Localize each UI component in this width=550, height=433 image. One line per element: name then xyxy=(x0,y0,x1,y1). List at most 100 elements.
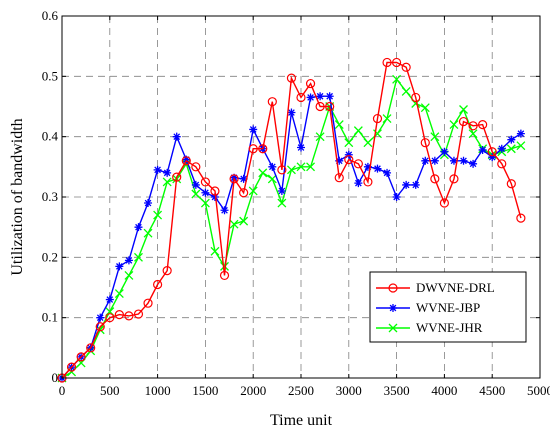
legend-label: WVNE-JHR xyxy=(416,320,483,335)
data-point xyxy=(220,206,229,215)
data-point xyxy=(96,313,105,322)
data-point xyxy=(286,73,297,83)
data-point xyxy=(449,156,458,165)
data-point xyxy=(344,150,353,159)
data-point xyxy=(201,188,210,197)
y-tick-label: 0.3 xyxy=(42,189,58,204)
data-point xyxy=(296,92,306,103)
data-point xyxy=(458,116,469,127)
data-point xyxy=(315,132,325,142)
data-point xyxy=(335,156,344,165)
data-point xyxy=(172,132,181,141)
data-point xyxy=(191,162,201,172)
data-point xyxy=(468,121,478,131)
data-point xyxy=(114,289,124,298)
data-point xyxy=(372,113,383,124)
data-point xyxy=(229,219,239,229)
data-point xyxy=(191,189,201,199)
y-tick-label: 0 xyxy=(52,370,59,385)
data-point xyxy=(210,186,220,196)
data-point xyxy=(353,159,363,169)
legend-marker xyxy=(388,323,398,333)
data-point xyxy=(239,216,249,226)
data-point xyxy=(363,177,373,187)
data-point xyxy=(487,147,497,157)
x-tick-label: 3000 xyxy=(336,383,362,398)
data-point xyxy=(516,141,526,151)
data-point xyxy=(468,129,478,139)
data-point xyxy=(478,145,487,154)
data-point xyxy=(459,105,468,114)
data-point xyxy=(354,179,363,188)
y-tick-label: 0.6 xyxy=(42,8,59,23)
data-point xyxy=(210,246,220,256)
x-tick-label: 4500 xyxy=(479,383,505,398)
series-line xyxy=(61,61,522,379)
data-point xyxy=(267,97,277,107)
data-point xyxy=(143,228,153,238)
data-point xyxy=(420,103,430,113)
data-point xyxy=(430,174,440,184)
data-point xyxy=(153,279,163,290)
x-axis-title: Time unit xyxy=(270,412,333,429)
data-point xyxy=(86,343,96,353)
data-point xyxy=(344,138,354,148)
data-point xyxy=(277,165,287,175)
data-point xyxy=(286,165,296,175)
data-point xyxy=(153,165,162,174)
data-point xyxy=(124,256,133,265)
x-tick-label: 5000 xyxy=(527,383,550,398)
x-tick-label: 2500 xyxy=(288,383,314,398)
data-point xyxy=(344,154,354,165)
data-point xyxy=(506,179,516,189)
data-point xyxy=(411,92,421,103)
data-point xyxy=(363,162,372,171)
data-point xyxy=(200,177,210,187)
data-point xyxy=(219,270,230,281)
y-tick-label: 0.4 xyxy=(42,129,59,144)
data-point xyxy=(353,126,363,136)
data-point xyxy=(392,57,402,68)
data-point xyxy=(439,198,449,208)
data-point xyxy=(114,310,124,320)
x-tick-label: 2000 xyxy=(240,383,266,398)
x-tick-label: 1000 xyxy=(145,383,171,398)
data-point xyxy=(315,101,325,112)
data-point xyxy=(210,193,219,201)
data-point xyxy=(115,262,124,271)
x-tick-label: 1500 xyxy=(192,383,218,398)
data-point xyxy=(277,198,287,208)
data-point xyxy=(497,159,507,169)
y-tick-label: 0.1 xyxy=(42,310,58,325)
data-point xyxy=(306,162,316,172)
data-point xyxy=(76,352,86,362)
data-point xyxy=(248,186,258,196)
legend-entry: WVNE-JHR xyxy=(376,320,483,335)
data-point xyxy=(239,174,248,183)
data-point xyxy=(181,156,191,166)
data-point xyxy=(66,362,77,372)
data-point xyxy=(258,168,268,178)
data-point xyxy=(516,129,525,138)
data-point xyxy=(144,199,153,208)
data-point xyxy=(248,144,258,154)
data-point xyxy=(239,188,249,198)
data-point xyxy=(420,138,430,148)
data-point xyxy=(268,162,277,171)
data-point xyxy=(497,144,506,153)
data-point xyxy=(430,132,440,142)
data-point xyxy=(392,74,402,84)
data-point xyxy=(449,120,459,130)
data-point xyxy=(105,313,115,323)
data-point xyxy=(382,114,392,124)
x-tick-label: 4000 xyxy=(431,383,457,398)
data-point xyxy=(277,186,286,195)
data-point xyxy=(478,119,488,130)
data-point xyxy=(506,144,516,154)
x-tick-label: 0 xyxy=(59,383,66,398)
data-point xyxy=(134,252,143,262)
data-point xyxy=(162,266,172,276)
data-point xyxy=(401,62,411,72)
data-point xyxy=(325,101,335,112)
